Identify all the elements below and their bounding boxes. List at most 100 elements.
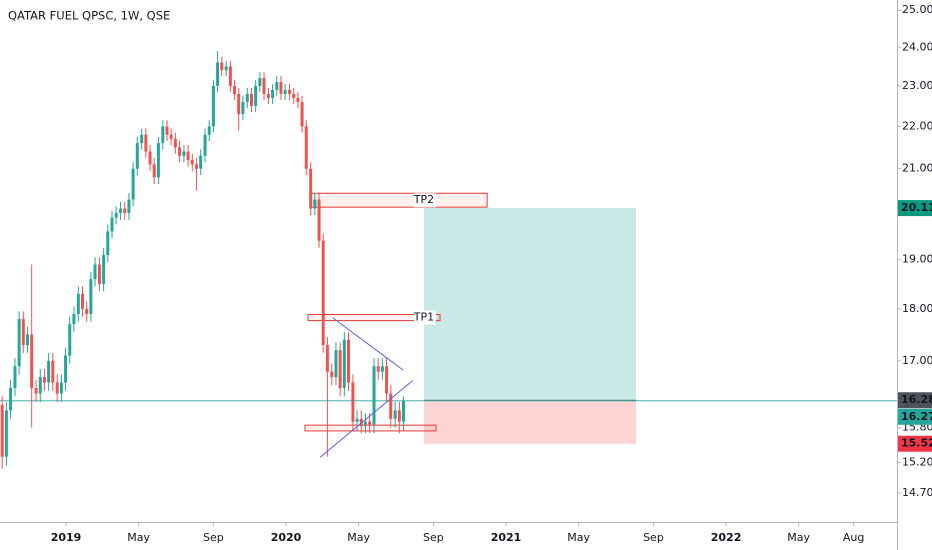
y-tick-label: 17.00	[902, 354, 932, 367]
candle-body	[220, 62, 224, 71]
y-tick-label: 25.00	[902, 3, 932, 16]
candle-body	[110, 217, 114, 232]
candle-body	[119, 208, 123, 214]
candle-body	[385, 366, 389, 394]
candle-body	[237, 93, 241, 115]
y-tick-label: 23.00	[902, 79, 932, 92]
zone-box	[307, 313, 441, 322]
candle-body	[26, 334, 30, 345]
x-tick-label: May	[347, 531, 370, 544]
candle-body	[249, 93, 253, 106]
candle-body	[173, 138, 177, 148]
candle-body	[279, 82, 283, 94]
candle-body	[338, 350, 342, 389]
y-tick-label: 22.00	[902, 119, 932, 132]
last-price-label: 16.27	[901, 410, 932, 423]
candle-body	[114, 213, 118, 218]
candle-body	[330, 371, 334, 378]
candle-body	[42, 377, 46, 383]
candle-body	[304, 126, 308, 169]
entry-price-label: 16.28	[901, 393, 932, 406]
x-tick-label: May	[567, 531, 590, 544]
candle-body	[59, 382, 63, 394]
candle-body	[376, 366, 380, 372]
candle-body	[397, 410, 401, 422]
candle-body	[207, 126, 211, 135]
candle-body	[34, 388, 38, 394]
candle-body	[211, 85, 215, 127]
candle-body	[72, 313, 76, 325]
candle-body	[64, 355, 68, 383]
candle-body	[190, 160, 194, 165]
candle-body	[51, 360, 55, 383]
y-tick-label: 14.70	[902, 486, 932, 499]
candle-body	[169, 134, 173, 139]
candle-body	[93, 264, 97, 280]
x-tick-label: Sep	[203, 531, 224, 544]
candle-body	[127, 199, 131, 214]
candle-body	[288, 89, 292, 94]
candle-body	[402, 400, 406, 422]
candle-body	[30, 334, 34, 389]
candle-body	[131, 168, 135, 200]
candle-body	[68, 324, 72, 356]
candle-body	[106, 231, 110, 255]
candle-body	[245, 93, 249, 102]
x-tick-label: May	[787, 531, 810, 544]
candle-body	[224, 66, 228, 71]
candle-body	[194, 164, 198, 169]
trend-line	[319, 379, 414, 458]
target-price-label: 20.11	[901, 201, 932, 214]
candle-body	[140, 134, 144, 144]
candle-body	[351, 382, 355, 422]
profit-zone	[423, 208, 637, 401]
x-tick-label: 2019	[51, 531, 82, 544]
candle-body	[199, 155, 203, 169]
x-tick-label: 2022	[711, 531, 742, 544]
stop-price-label-bg	[898, 435, 932, 452]
candle-body	[342, 339, 346, 389]
candle-body	[359, 418, 363, 425]
zone-box	[309, 192, 488, 208]
candle-body	[313, 199, 317, 209]
candle-body	[334, 350, 338, 378]
candle-body	[347, 339, 351, 383]
candle-body	[38, 377, 42, 394]
y-tick-label: 19.00	[902, 253, 932, 266]
candle-body	[393, 410, 397, 419]
candle-body	[254, 85, 258, 106]
candle-body	[300, 101, 304, 127]
x-tick-label: May	[127, 531, 150, 544]
y-tick-label: 21.00	[902, 162, 932, 175]
candle-body	[363, 421, 367, 425]
candle-body	[97, 264, 101, 284]
candle-body	[161, 126, 165, 144]
candle-body	[17, 319, 21, 367]
candle-body	[148, 151, 152, 165]
candle-body	[144, 134, 148, 152]
candle-body	[216, 62, 220, 86]
entry-price-label-bg	[898, 392, 932, 409]
trend-line	[332, 317, 404, 371]
candle-body	[9, 388, 13, 411]
last-price-label-bg	[898, 408, 932, 425]
candle-body	[380, 366, 384, 372]
candle-body	[102, 254, 106, 284]
zone-label: TP1	[413, 311, 434, 324]
candle-body	[233, 85, 237, 94]
x-tick-label: 2021	[491, 531, 522, 544]
candle-body	[325, 344, 329, 372]
zone-label-bg	[413, 193, 436, 208]
candle-body	[266, 93, 270, 98]
candle-body	[21, 319, 25, 345]
target-price-label-bg	[898, 200, 932, 217]
candle-body	[182, 151, 186, 156]
candle-body	[165, 126, 169, 135]
candle-body	[85, 308, 89, 314]
stop-price-label: 15.52	[901, 437, 932, 450]
zone-box	[304, 424, 437, 432]
y-tick-label: 18.00	[902, 302, 932, 315]
zone-label-bg	[413, 310, 436, 325]
